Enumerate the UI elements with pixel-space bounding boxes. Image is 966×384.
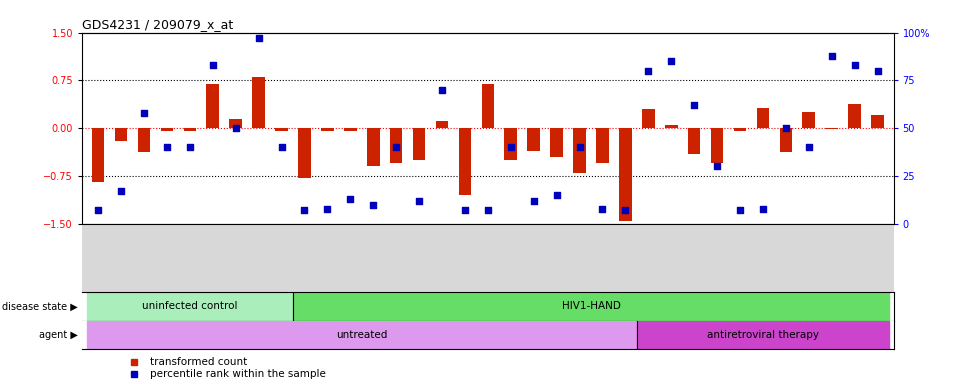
Bar [871,116,884,128]
Bar [825,128,838,129]
Point [320,205,335,212]
Point [412,198,427,204]
Point [480,207,496,214]
Point [388,144,404,151]
Bar [573,128,585,173]
Bar [115,128,128,141]
Bar [803,112,815,128]
Point [159,144,175,151]
Point [824,53,839,59]
Bar [527,128,540,151]
Point [435,87,450,93]
Point [549,192,564,198]
Bar [642,109,655,128]
Bar [711,128,724,163]
Point [687,102,702,108]
Bar [481,84,495,128]
Point [732,207,748,214]
Point [113,188,128,194]
Text: uninfected control: uninfected control [142,301,238,311]
Text: disease state ▶: disease state ▶ [2,301,78,311]
Bar [551,128,563,157]
Bar [87,292,293,321]
Point [709,163,724,169]
Bar [688,128,700,154]
Bar [637,321,889,349]
Bar [436,121,448,128]
Point [205,62,220,68]
Point [91,207,106,214]
Point [664,58,679,65]
Text: untreated: untreated [336,330,387,340]
Point [640,68,656,74]
Bar [229,119,242,128]
Bar [848,104,861,128]
Point [801,144,816,151]
Bar [275,128,288,131]
Point [572,144,587,151]
Bar [665,125,677,128]
Point [273,144,289,151]
Bar [87,321,637,349]
Bar [367,128,380,166]
Bar [252,77,265,128]
Bar [459,128,471,195]
Point [526,198,541,204]
Bar [504,128,517,160]
Bar [344,128,356,131]
Point [343,196,358,202]
Bar [160,128,173,131]
Bar [596,128,609,163]
Legend: transformed count, percentile rank within the sample: transformed count, percentile rank withi… [120,353,330,384]
Bar [619,128,632,221]
Bar [780,128,792,152]
Bar [298,128,311,178]
Text: agent ▶: agent ▶ [40,330,78,340]
Bar [184,128,196,131]
Point [228,125,243,131]
Text: antiretroviral therapy: antiretroviral therapy [707,330,819,340]
Point [869,68,885,74]
Bar [321,128,333,131]
Point [595,205,611,212]
Bar [412,128,425,160]
Text: HIV1-HAND: HIV1-HAND [561,301,620,311]
Bar [390,128,403,163]
Point [847,62,863,68]
Point [297,207,312,214]
Point [617,207,633,214]
Bar [92,128,104,182]
Point [136,110,152,116]
Point [778,125,793,131]
Point [503,144,519,151]
Point [183,144,198,151]
Bar [733,128,747,131]
Bar [293,292,889,321]
Point [457,207,472,214]
Point [365,202,381,208]
Point [251,35,267,41]
Bar [207,84,219,128]
Text: GDS4231 / 209079_x_at: GDS4231 / 209079_x_at [82,18,234,31]
Point [755,205,771,212]
Bar [138,128,151,152]
Bar [756,108,769,128]
